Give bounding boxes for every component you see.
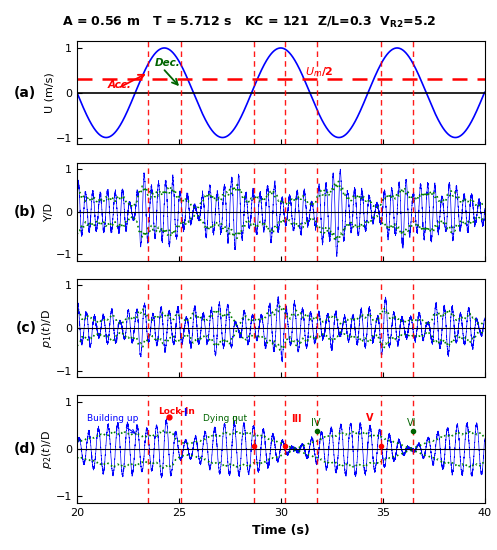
Text: Lock-In: Lock-In: [159, 407, 195, 416]
Text: (b): (b): [13, 205, 36, 218]
Text: Dec.: Dec.: [155, 58, 180, 68]
Y-axis label: $p_1(t)$/D: $p_1(t)$/D: [40, 309, 54, 348]
Text: $\bf{A}$ = 0.56 m   $\bf{T}$ = 5.712 s   KC = 121  Z/L=0.3  $\bf{V_{R2}}$=5.2: $\bf{A}$ = 0.56 m $\bf{T}$ = 5.712 s KC …: [62, 15, 435, 30]
Text: VI: VI: [407, 418, 416, 428]
Text: II: II: [232, 415, 238, 426]
Text: Building up: Building up: [87, 414, 139, 433]
X-axis label: Time (s): Time (s): [252, 524, 310, 537]
Text: (a): (a): [14, 86, 36, 100]
Text: IV: IV: [311, 418, 321, 428]
Text: (c): (c): [15, 321, 36, 335]
Text: $U_m$/2: $U_m$/2: [305, 65, 333, 79]
Text: (d): (d): [13, 442, 36, 456]
Text: III: III: [291, 414, 302, 424]
Text: I: I: [183, 408, 186, 417]
Text: V: V: [366, 413, 374, 423]
Text: Dying out: Dying out: [203, 414, 248, 423]
Y-axis label: Y/D: Y/D: [44, 202, 54, 221]
Text: Acc.: Acc.: [107, 80, 132, 90]
Y-axis label: $p_2(t)$/D: $p_2(t)$/D: [40, 430, 54, 469]
Y-axis label: U (m/s): U (m/s): [44, 73, 54, 113]
